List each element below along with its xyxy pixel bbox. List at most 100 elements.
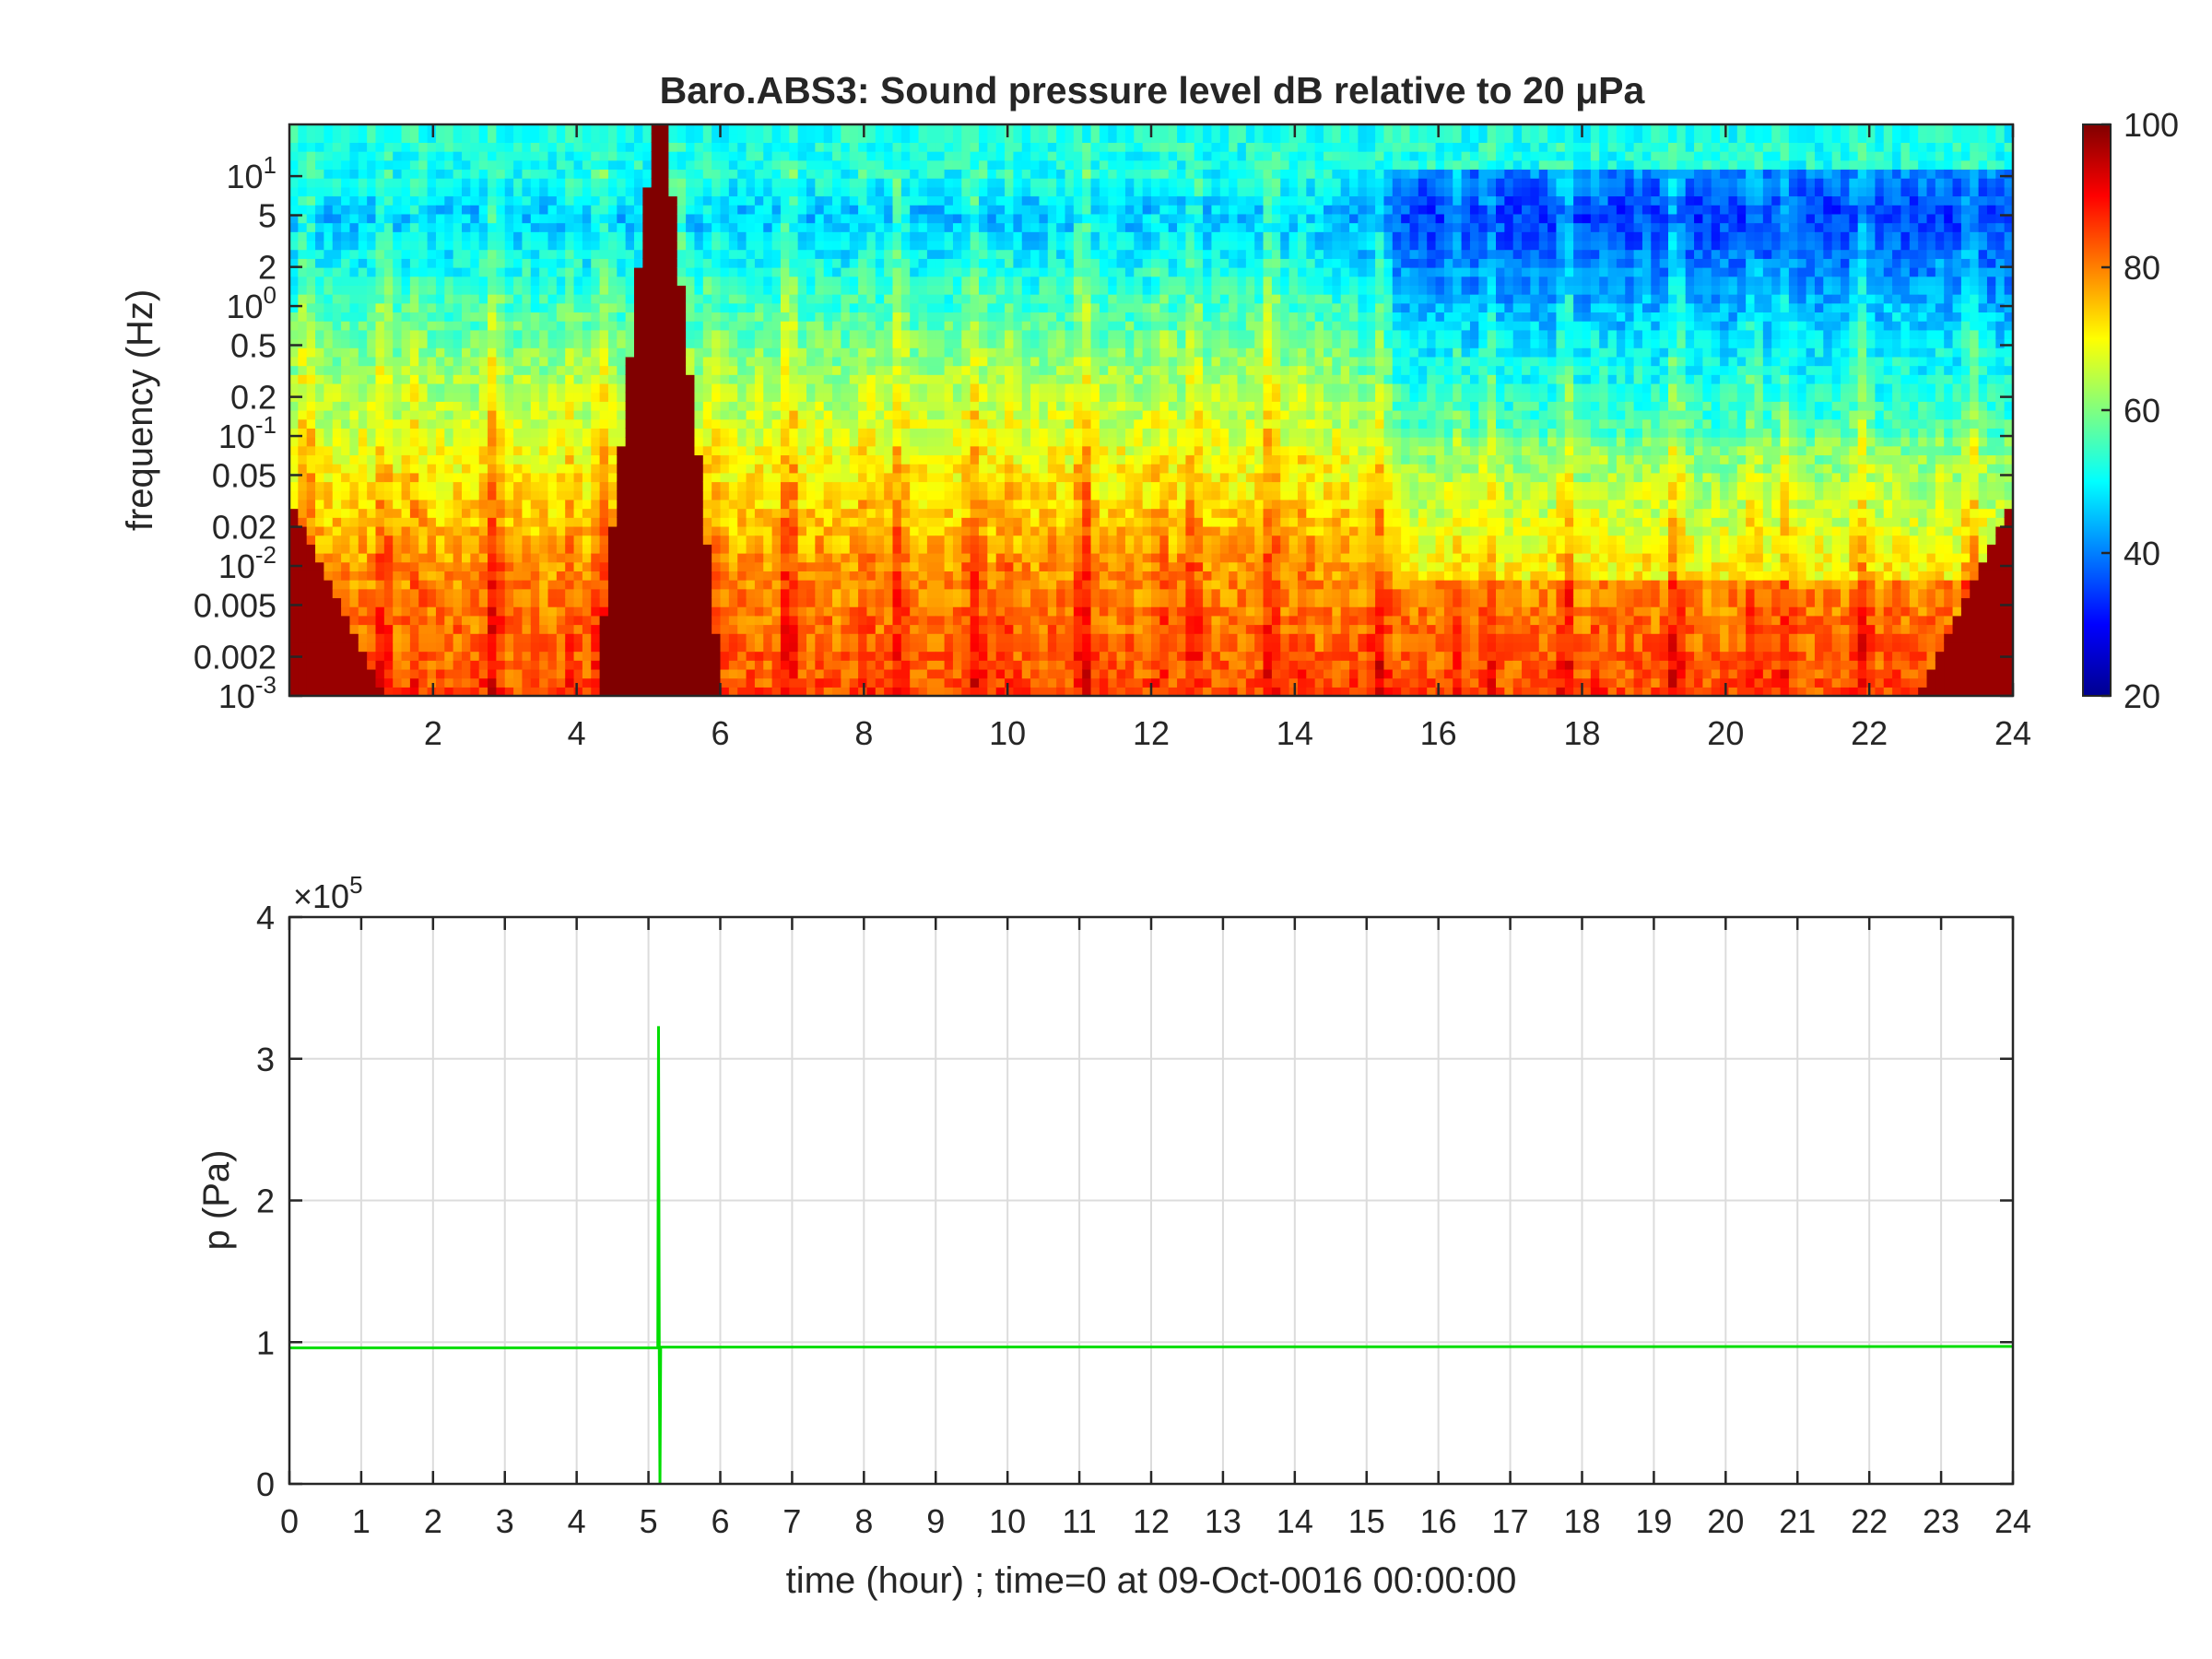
- heatmap-cell: [900, 553, 911, 563]
- heatmap-cell: [478, 437, 488, 447]
- heatmap-cell: [677, 240, 687, 251]
- heatmap-cell: [565, 517, 575, 527]
- heatmap-cell: [668, 561, 678, 571]
- heatmap-cell: [358, 525, 368, 536]
- heatmap-cell: [918, 597, 928, 607]
- heatmap-cell: [841, 668, 851, 679]
- heatmap-cell: [383, 258, 394, 268]
- heatmap-cell: [815, 356, 825, 367]
- heatmap-cell: [453, 321, 463, 331]
- heatmap-cell: [875, 597, 885, 607]
- heatmap-cell: [504, 677, 514, 688]
- heatmap-cell: [470, 588, 480, 599]
- heatmap-cell: [849, 124, 859, 135]
- heatmap-cell: [712, 240, 722, 251]
- heatmap-cell: [470, 159, 480, 171]
- heatmap-cell: [634, 651, 643, 661]
- heatmap-cell: [435, 481, 445, 491]
- heatmap-cell: [306, 525, 316, 536]
- heatmap-cell: [617, 525, 627, 536]
- heatmap-cell: [728, 321, 738, 331]
- heatmap-cell: [470, 240, 480, 251]
- heatmap-cell: [746, 641, 756, 653]
- heatmap-cell: [806, 687, 816, 697]
- heatmap-cell: [349, 571, 359, 581]
- heatmap-cell: [712, 382, 722, 394]
- heatmap-cell: [539, 641, 549, 653]
- heatmap-cell: [737, 633, 747, 643]
- heatmap-cell: [910, 641, 920, 653]
- heatmap-cell: [961, 660, 971, 670]
- heatmap-cell: [918, 544, 928, 554]
- heatmap-cell: [651, 525, 661, 536]
- heatmap-cell: [582, 151, 592, 161]
- heatmap-cell: [375, 544, 385, 554]
- heatmap-cell: [306, 401, 316, 411]
- heatmap-cell: [849, 508, 859, 518]
- heatmap-cell: [832, 133, 841, 143]
- heatmap-cell: [383, 660, 394, 670]
- heatmap-cell: [720, 454, 730, 465]
- heatmap-cell: [565, 365, 575, 375]
- heatmap-cell: [522, 597, 532, 607]
- heatmap-cell: [892, 365, 902, 375]
- heatmap-cell: [358, 464, 368, 474]
- heatmap-cell: [815, 651, 825, 661]
- heatmap-cell: [565, 186, 575, 197]
- heatmap-cell: [910, 392, 920, 402]
- heatmap-cell: [642, 267, 653, 277]
- heatmap-cell: [754, 624, 764, 634]
- heatmap-cell: [462, 651, 471, 661]
- heatmap-cell: [496, 606, 506, 617]
- heatmap-cell: [677, 347, 687, 358]
- heatmap-cell: [367, 606, 377, 617]
- heatmap-cell: [702, 553, 712, 563]
- heatmap-cell: [866, 464, 877, 474]
- heatmap-cell: [478, 571, 488, 581]
- heatmap-cell: [642, 186, 653, 197]
- heatmap-cell: [754, 213, 764, 224]
- heatmap-cell: [642, 294, 653, 304]
- heatmap-cell: [306, 249, 316, 259]
- heatmap-cell: [754, 677, 764, 688]
- heatmap-cell: [565, 615, 575, 626]
- heatmap-cell: [573, 321, 583, 331]
- heatmap-cell: [737, 222, 747, 232]
- heatmap-cell: [324, 561, 334, 571]
- heatmap-cell: [935, 151, 946, 161]
- heatmap-cell: [488, 392, 497, 402]
- heatmap-cell: [289, 508, 299, 518]
- heatmap-cell: [375, 561, 385, 571]
- heatmap-cell: [418, 615, 429, 626]
- heatmap-cell: [573, 133, 583, 143]
- heatmap-cell: [823, 580, 833, 590]
- heatmap-cell: [763, 213, 773, 224]
- heatmap-cell: [488, 571, 497, 581]
- heatmap-cell: [780, 329, 790, 340]
- heatmap-cell: [944, 641, 954, 653]
- heatmap-cell: [565, 624, 575, 634]
- heatmap-cell: [910, 437, 920, 447]
- heatmap-cell: [944, 231, 954, 241]
- heatmap-cell: [556, 464, 566, 474]
- heatmap-cell: [944, 276, 954, 286]
- heatmap-cell: [453, 660, 463, 670]
- heatmap-cell: [315, 222, 324, 232]
- heatmap-cell: [702, 606, 712, 617]
- heatmap-cell: [349, 687, 359, 697]
- heatmap-cell: [573, 222, 583, 232]
- heatmap-cell: [746, 329, 756, 340]
- heatmap-cell: [642, 454, 653, 465]
- heatmap-cell: [375, 418, 385, 429]
- heatmap-cell: [539, 677, 549, 688]
- heatmap-cell: [823, 499, 833, 510]
- heatmap-cell: [728, 285, 738, 295]
- heatmap-cell: [841, 472, 851, 483]
- heatmap-cell: [712, 401, 722, 411]
- heatmap-cell: [539, 159, 549, 171]
- heatmap-cell: [453, 249, 463, 259]
- heatmap-cell: [926, 464, 936, 474]
- heatmap-cell: [712, 321, 722, 331]
- heatmap-cell: [565, 195, 575, 206]
- heatmap-cell: [453, 490, 463, 500]
